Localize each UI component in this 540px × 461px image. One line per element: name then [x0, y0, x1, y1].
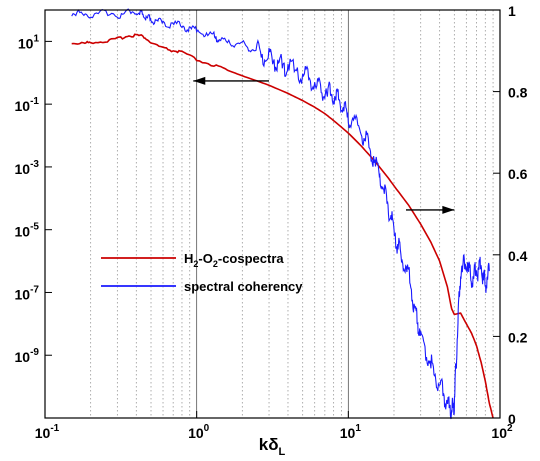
- annotation-arrow-head: [193, 76, 206, 85]
- legend-text: -cospectra: [218, 251, 285, 266]
- y-left-tick-label: 10-3: [15, 159, 40, 177]
- legend-subscript: 2: [213, 259, 218, 269]
- tick-exponent: 2: [507, 423, 513, 434]
- tick-base: 10: [188, 425, 204, 441]
- tick-base: 10: [15, 161, 31, 177]
- tick-base: 10: [340, 425, 356, 441]
- legend-text: H: [184, 251, 193, 266]
- y-left-tick-label: 10-1: [15, 96, 40, 114]
- y-left-tick-label: 10-7: [15, 284, 40, 302]
- tick-exponent: -5: [30, 222, 39, 233]
- tick-exponent: -3: [30, 159, 39, 170]
- series-cospectra-line: [71, 33, 494, 419]
- tick-exponent: -1: [30, 96, 39, 107]
- tick-exponent: -7: [30, 284, 39, 295]
- x-tick-label: 10-1: [35, 423, 60, 441]
- tick-exponent: -1: [50, 423, 59, 434]
- x-axis-title: kδL: [259, 435, 286, 458]
- grid: [90, 10, 494, 418]
- y-right-tick-label: 0.4: [508, 248, 528, 264]
- y-right-tick-label: 1: [508, 3, 516, 19]
- tick-base: 10: [18, 35, 34, 51]
- tick-exponent: 1: [355, 423, 361, 434]
- y-right-tick-label: 0.8: [508, 85, 528, 101]
- x-tick-label: 102: [491, 423, 513, 441]
- tick-exponent: -9: [30, 347, 39, 358]
- tick-base: 10: [15, 224, 31, 240]
- tick-base: 10: [15, 349, 31, 365]
- y-right-tick-label: 0: [508, 411, 516, 427]
- tick-exponent: 1: [33, 33, 39, 44]
- tick-base: 10: [35, 425, 51, 441]
- annotation-arrow-head: [442, 205, 455, 214]
- x-tick-label: 100: [188, 423, 210, 441]
- legend-entry-label: spectral coherency: [184, 279, 303, 294]
- x-tick-label: 101: [340, 423, 362, 441]
- legend-text: spectral coherency: [184, 279, 303, 294]
- y-right-tick-label: 0.2: [508, 329, 528, 345]
- tick-exponent: 0: [204, 423, 210, 434]
- tick-base: 10: [491, 425, 507, 441]
- y-left-tick-label: 10-9: [15, 347, 40, 365]
- tick-base: 10: [15, 98, 31, 114]
- x-axis-title-sub: L: [279, 446, 286, 458]
- tick-base: 10: [15, 286, 31, 302]
- series-coherency-line: [71, 8, 490, 420]
- legend-text: -O: [198, 251, 212, 266]
- y-left-tick-label: 101: [18, 33, 40, 51]
- series-layer: [71, 8, 494, 420]
- legend-entry-label: H2-O2-cospectra: [184, 251, 284, 269]
- x-axis-title-main: kδ: [259, 435, 279, 454]
- plot-frame: [44, 9, 501, 419]
- axes: 10-1 100 101 10210110-110-310-510-710-900.2…: [15, 3, 528, 441]
- annotations: [193, 76, 455, 214]
- y-left-tick-label: 10-5: [15, 222, 40, 240]
- y-right-tick-label: 0.6: [508, 166, 528, 182]
- legend-subscript: 2: [193, 259, 198, 269]
